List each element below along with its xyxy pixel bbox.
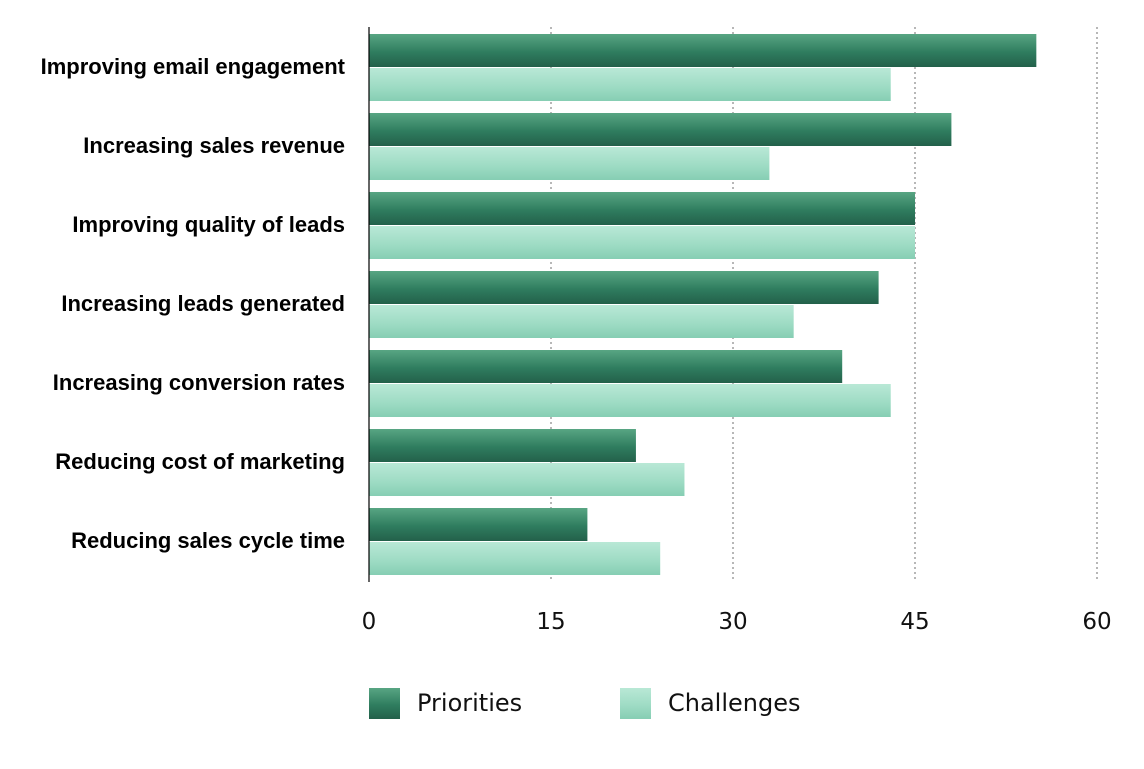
x-tick-label-15: 15 — [536, 609, 565, 635]
x-tick-label-60: 60 — [1082, 609, 1111, 635]
category-label-improving-quality-of-leads: Improving quality of leads — [72, 212, 345, 237]
grid-lines — [550, 27, 1098, 582]
bar-challenges-improving-quality-of-leads — [369, 226, 915, 259]
category-label-increasing-leads-generated: Increasing leads generated — [61, 291, 345, 316]
bar-priorities-improving-email-engagement — [369, 34, 1037, 67]
category-label-reducing-sales-cycle-time: Reducing sales cycle time — [71, 528, 345, 553]
bar-priorities-increasing-sales-revenue — [369, 113, 952, 146]
bar-priorities-reducing-cost-of-marketing — [369, 429, 636, 462]
legend-swatch-challenges — [620, 688, 651, 719]
bar-priorities-increasing-leads-generated — [369, 271, 879, 304]
bar-challenges-increasing-leads-generated — [369, 305, 794, 338]
category-label-improving-email-engagement: Improving email engagement — [41, 54, 346, 79]
bars — [369, 34, 1037, 575]
x-tick-label-45: 45 — [900, 609, 929, 635]
x-tick-label-30: 30 — [718, 609, 747, 635]
category-label-reducing-cost-of-marketing: Reducing cost of marketing — [55, 449, 345, 474]
x-tick-labels: 0 15 30 45 60 — [362, 609, 1112, 635]
x-tick-label-0: 0 — [362, 609, 377, 635]
bar-challenges-reducing-cost-of-marketing — [369, 463, 685, 496]
legend-swatch-priorities — [369, 688, 400, 719]
legend-label-challenges: Challenges — [668, 689, 801, 717]
category-label-increasing-sales-revenue: Increasing sales revenue — [83, 133, 345, 158]
category-labels: Improving email engagement Increasing sal… — [41, 54, 346, 553]
bar-challenges-reducing-sales-cycle-time — [369, 542, 661, 575]
bar-priorities-improving-quality-of-leads — [369, 192, 915, 225]
legend-label-priorities: Priorities — [417, 689, 522, 717]
bar-priorities-reducing-sales-cycle-time — [369, 508, 588, 541]
legend: Priorities Challenges — [369, 688, 801, 719]
bar-challenges-improving-email-engagement — [369, 68, 891, 101]
bar-challenges-increasing-sales-revenue — [369, 147, 770, 180]
bar-challenges-increasing-conversion-rates — [369, 384, 891, 417]
category-label-increasing-conversion-rates: Increasing conversion rates — [53, 370, 345, 395]
bar-priorities-increasing-conversion-rates — [369, 350, 843, 383]
